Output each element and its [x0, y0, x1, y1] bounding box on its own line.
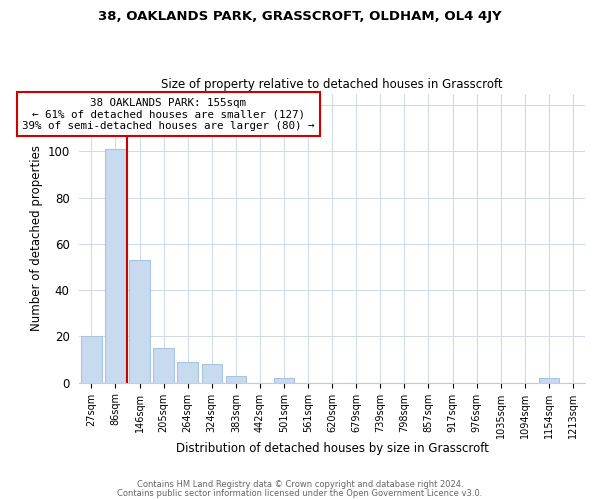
- Bar: [154, 348, 174, 382]
- Bar: [129, 260, 150, 382]
- Title: Size of property relative to detached houses in Grasscroft: Size of property relative to detached ho…: [161, 78, 503, 91]
- Text: 38, OAKLANDS PARK, GRASSCROFT, OLDHAM, OL4 4JY: 38, OAKLANDS PARK, GRASSCROFT, OLDHAM, O…: [98, 10, 502, 23]
- Bar: [202, 364, 222, 382]
- Text: Contains public sector information licensed under the Open Government Licence v3: Contains public sector information licen…: [118, 488, 482, 498]
- Bar: [539, 378, 559, 382]
- Bar: [274, 378, 294, 382]
- Text: 38 OAKLANDS PARK: 155sqm
← 61% of detached houses are smaller (127)
39% of semi-: 38 OAKLANDS PARK: 155sqm ← 61% of detach…: [22, 98, 314, 131]
- Bar: [81, 336, 101, 382]
- Bar: [226, 376, 246, 382]
- Bar: [105, 149, 125, 382]
- X-axis label: Distribution of detached houses by size in Grasscroft: Distribution of detached houses by size …: [176, 442, 488, 455]
- Y-axis label: Number of detached properties: Number of detached properties: [30, 145, 43, 331]
- Bar: [178, 362, 198, 382]
- Text: Contains HM Land Registry data © Crown copyright and database right 2024.: Contains HM Land Registry data © Crown c…: [137, 480, 463, 489]
